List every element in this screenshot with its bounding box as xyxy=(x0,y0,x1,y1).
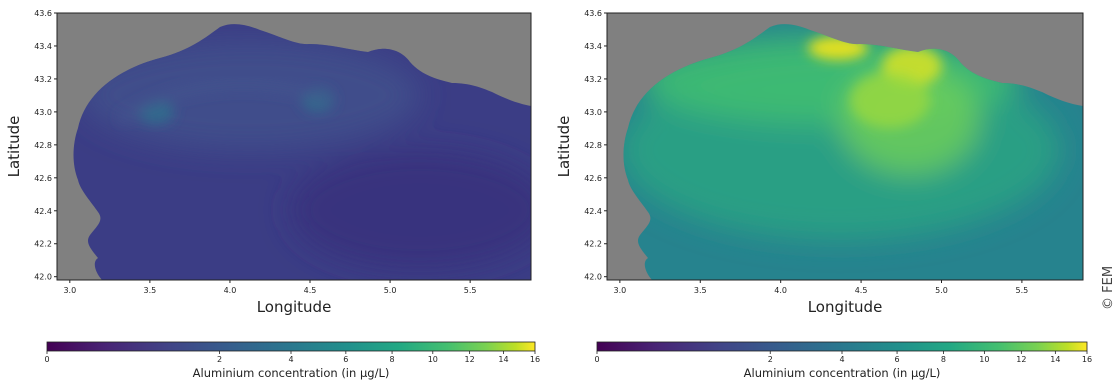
panel-2-colorbar-tick-label: 2 xyxy=(768,355,773,364)
panel-2-colorbar-tick-label: 0 xyxy=(594,355,599,364)
panel-2-x-tick-label: 3.5 xyxy=(694,286,707,295)
panel-1-x-axis-label: Longitude xyxy=(257,298,332,316)
panel-1-y-tick-label: 42.6 xyxy=(34,174,52,183)
panel-1-y-tick-label: 42.8 xyxy=(34,141,52,150)
panel-1-x-tick-label: 4.5 xyxy=(304,286,317,295)
panel-1-shelf-glow xyxy=(80,40,420,150)
panel-1-y-tick-label: 42.4 xyxy=(34,207,52,216)
panel-1-y-tick-label: 42.2 xyxy=(34,240,52,249)
panel-2-y-tick-label: 43.0 xyxy=(584,108,602,117)
panel-1-colorbar-tick-label: 12 xyxy=(465,355,475,364)
panel-2-y-tick-label: 42.8 xyxy=(584,141,602,150)
panel-1-colorbar-tick-label: 16 xyxy=(530,355,540,364)
panel-1-colorbar-tick-label: 6 xyxy=(343,355,348,364)
panel-1-colorbar-tick-label: 0 xyxy=(44,355,49,364)
panel-2-colorbar-tick-label: 8 xyxy=(941,355,946,364)
panel-2 xyxy=(607,13,1083,280)
panel-2-field xyxy=(623,24,1083,280)
panel-1-colorbar-tick-label: 4 xyxy=(288,355,293,364)
panel-1-y-tick-label: 43.4 xyxy=(34,42,52,51)
panel-2-y-tick-label: 42.6 xyxy=(584,174,602,183)
panel-2-colorbar-tick-label: 10 xyxy=(979,355,989,364)
panel-1-x-tick-label: 4.0 xyxy=(224,286,237,295)
panel-2-colorbar-tick-label: 14 xyxy=(1050,355,1060,364)
panel-2-y-tick-label: 43.2 xyxy=(584,75,602,84)
panel-1-axes-frame xyxy=(56,12,532,281)
panel-2-colorbar-tick-label: 12 xyxy=(1016,355,1026,364)
panel-2-colorbar-tick-label: 6 xyxy=(895,355,900,364)
panel-2-y-tick-label: 42.0 xyxy=(584,273,602,282)
panel-1-offshore xyxy=(290,150,531,270)
panel-2-x-tick-label: 5.5 xyxy=(1016,286,1029,295)
panel-2-x-tick-label: 3.0 xyxy=(613,286,626,295)
panel-1-colorbar xyxy=(46,341,536,352)
panel-1-colorbar-tick-label: 14 xyxy=(498,355,508,364)
panel-2-x-tick-label: 5.0 xyxy=(935,286,948,295)
panel-1-y-tick-label: 43.2 xyxy=(34,75,52,84)
panel-1-x-tick-label: 3.0 xyxy=(63,286,76,295)
panel-2-y-tick-label: 42.2 xyxy=(584,240,602,249)
axes-layer: 3.0 3.5 4.0 4.5 5.0 5.542.042.242.442.642.843… xyxy=(5,9,1092,380)
panel-1-y-tick-label: 42.0 xyxy=(34,273,52,282)
panel-1-x-tick-label: 3.5 xyxy=(144,286,157,295)
panel-2-y-tick-label: 42.4 xyxy=(584,207,602,216)
panel-2-colorbar xyxy=(596,341,1088,352)
panel-1-x-tick-label: 5.5 xyxy=(464,286,477,295)
panel-1-colorbar-tick-label: 10 xyxy=(428,355,438,364)
panel-2-x-axis-label: Longitude xyxy=(808,298,883,316)
panel-2-y-axis-label: Latitude xyxy=(555,116,573,178)
panel-2-hotspot-center xyxy=(850,72,930,128)
panel-1-y-tick-label: 43.6 xyxy=(34,9,52,18)
panel-2-y-tick-label: 43.4 xyxy=(584,42,602,51)
panel-1-plume-arc xyxy=(117,79,332,125)
panel-2-x-tick-label: 4.5 xyxy=(855,286,868,295)
panel-1-y-tick-label: 43.0 xyxy=(34,108,52,117)
panel-2-colorbar-tick-label: 4 xyxy=(839,355,844,364)
panel-1-colorbar-label: Aluminium concentration (in µg/L) xyxy=(193,366,390,380)
panel-2-y-tick-label: 43.6 xyxy=(584,9,602,18)
panel-1-colorbar-tick-label: 8 xyxy=(390,355,395,364)
panel-2-colorbar-label: Aluminium concentration (in µg/L) xyxy=(744,366,941,380)
panel-1-colorbar-tick-label: 2 xyxy=(217,355,222,364)
panel-1 xyxy=(57,13,531,280)
panel-1-x-tick-label: 5.0 xyxy=(384,286,397,295)
panel-1-y-axis-label: Latitude xyxy=(5,116,23,178)
credit-text: © FEM xyxy=(1101,266,1116,310)
panel-2-colorbar-tick-label: 16 xyxy=(1082,355,1092,364)
panel-2-x-tick-label: 4.0 xyxy=(774,286,787,295)
panel-2-axes-frame xyxy=(606,12,1084,281)
